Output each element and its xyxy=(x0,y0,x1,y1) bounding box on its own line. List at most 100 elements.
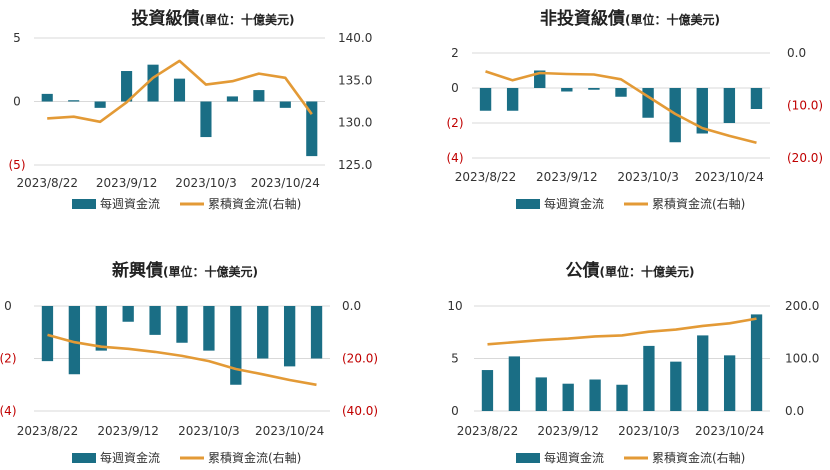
x-axis-tick-label: 2023/10/3 xyxy=(618,424,680,438)
left-axis-tick-label: 0 xyxy=(451,81,459,95)
legend-line-label: 累積資金流(右軸) xyxy=(208,196,301,211)
right-axis-tick-label: 100.0 xyxy=(785,352,819,366)
chart-title-government-bonds: 公債(單位：十億美元) xyxy=(566,260,695,281)
weekly-flow-bar xyxy=(257,306,269,359)
weekly-flow-bar xyxy=(481,370,494,411)
left-axis-tick-label: 0 xyxy=(451,404,459,418)
chart-title-main: 公債 xyxy=(566,260,600,281)
weekly-flow-bar xyxy=(750,314,763,411)
weekly-flow-bar xyxy=(94,101,106,108)
weekly-flow-bar xyxy=(279,101,291,108)
cumulative-flow-line xyxy=(47,333,317,387)
right-axis-tick-label: (20.0) xyxy=(342,352,378,366)
left-axis-tick-label: (2) xyxy=(447,116,464,130)
chart-title-emerging-markets: 新興債(單位：十億美元) xyxy=(112,260,258,281)
x-axis-tick-label: 2023/10/3 xyxy=(178,424,240,438)
weekly-flow-bar xyxy=(283,306,296,367)
weekly-flow-bar xyxy=(479,88,492,111)
weekly-flow-bar xyxy=(508,356,521,411)
weekly-flow-bar xyxy=(723,88,736,123)
weekly-flow-bar xyxy=(122,306,134,322)
left-axis-tick-label: 0 xyxy=(4,299,12,313)
left-axis-tick-label: 2 xyxy=(451,46,459,60)
weekly-flow-bar xyxy=(670,361,682,411)
weekly-flow-bar xyxy=(253,90,265,102)
weekly-flow-bar xyxy=(589,379,601,411)
x-axis-tick-label: 2023/8/22 xyxy=(455,170,517,184)
right-axis-tick-label: 0.0 xyxy=(785,404,804,418)
right-axis-tick-label: (10.0) xyxy=(787,99,823,113)
weekly-flow-bar xyxy=(643,345,655,411)
weekly-flow-bar xyxy=(750,88,763,109)
weekly-flow-bar xyxy=(121,71,133,102)
chart-title-high-yield: 非投資級債(單位：十億美元) xyxy=(540,8,720,29)
weekly-flow-bar xyxy=(561,88,573,92)
plot-area-investment-grade: 5 0 (5) 140.0 135.0 130.0 125.0 2023/8/22 2023/9… xyxy=(9,31,373,190)
x-axis-tick-label: 2023/10/24 xyxy=(251,176,320,190)
cumulative-flow-line xyxy=(47,59,313,124)
chart-title-unit: (單位：十億美元) xyxy=(600,264,695,279)
weekly-flow-bar xyxy=(230,306,242,385)
chart-panel-investment-grade: 投資級債(單位：十億美元) 5 0 (5) 140.0 135.0 130.0 125.0 2… xyxy=(9,8,373,211)
right-axis-tick-label: 130.0 xyxy=(338,116,372,130)
chart-title-main: 新興債 xyxy=(112,260,163,281)
x-axis-tick-label: 2023/9/12 xyxy=(536,170,598,184)
x-axis-tick-label: 2023/8/22 xyxy=(457,424,519,438)
weekly-flow-bar xyxy=(41,306,54,362)
weekly-flow-bar xyxy=(534,70,546,88)
weekly-flow-bar xyxy=(588,88,600,90)
cumulative-flow-line xyxy=(487,317,757,346)
x-axis-tick-label: 2023/10/24 xyxy=(255,424,324,438)
weekly-flow-bar xyxy=(310,306,323,359)
chart-title-main: 投資級債 xyxy=(132,8,200,29)
chart-title-unit: (單位：十億美元) xyxy=(625,12,720,27)
weekly-flow-bar xyxy=(697,335,709,411)
weekly-flow-bar xyxy=(200,101,212,138)
left-axis-tick-label: (4) xyxy=(0,404,17,418)
chart-panel-high-yield: 非投資級債(單位：十億美元) 2 0 (2) (4) 0.0 (10.0) (20.0) 20… xyxy=(447,8,824,211)
legend-bar-label: 每週資金流 xyxy=(100,196,160,211)
plot-area-high-yield: 2 0 (2) (4) 0.0 (10.0) (20.0) 2023/8/22 2023/9/1… xyxy=(447,46,824,184)
x-axis-tick-label: 2023/8/22 xyxy=(17,424,79,438)
left-axis-tick-label: 5 xyxy=(13,31,21,45)
chart-panel-government-bonds: 公債(單位：十億美元) 10 5 0 200.0 100.0 0.0 2023/8/22 20… xyxy=(447,260,819,465)
x-axis-tick-label: 2023/10/24 xyxy=(695,170,764,184)
weekly-flow-bar xyxy=(226,96,238,102)
x-axis-tick-label: 2023/9/12 xyxy=(537,424,599,438)
right-axis-tick-label: (20.0) xyxy=(787,151,823,165)
legend-emerging-markets: 每週資金流 累積資金流(右軸) xyxy=(72,450,301,465)
left-axis-tick-label: (2) xyxy=(0,352,17,366)
left-axis-tick-label: 5 xyxy=(451,352,459,366)
legend-high-yield: 每週資金流 累積資金流(右軸) xyxy=(516,196,745,211)
weekly-flow-bar xyxy=(173,78,186,102)
left-axis-tick-label: 0 xyxy=(13,95,21,109)
x-axis-tick-label: 2023/9/12 xyxy=(97,424,159,438)
right-axis-tick-label: 140.0 xyxy=(338,31,372,45)
weekly-flow-bar xyxy=(642,88,654,118)
legend-line-label: 累積資金流(右軸) xyxy=(208,450,301,465)
x-axis-tick-label: 2023/8/22 xyxy=(16,176,78,190)
legend-bar-swatch xyxy=(516,453,540,463)
chart-title-unit: (單位：十億美元) xyxy=(200,12,295,27)
weekly-flow-bar xyxy=(41,93,53,102)
right-axis-tick-label: 0.0 xyxy=(342,299,361,313)
chart-title-investment-grade: 投資級債(單位：十億美元) xyxy=(132,8,295,29)
plot-area-emerging-markets: 0 (2) (4) 0.0 (20.0) (40.0) 2023/8/22 2023/9/12… xyxy=(0,299,378,438)
legend-bar-swatch xyxy=(72,199,96,209)
chart-title-unit: (單位：十億美元) xyxy=(163,264,258,279)
chart-panel-emerging-markets: 新興債(單位：十億美元) 0 (2) (4) 0.0 (20.0) (40.0) 2023/… xyxy=(0,260,378,465)
legend-line-label: 累積資金流(右軸) xyxy=(652,196,745,211)
x-axis-tick-label: 2023/9/12 xyxy=(96,176,158,190)
legend-bar-swatch xyxy=(72,453,96,463)
plot-area-government-bonds: 10 5 0 200.0 100.0 0.0 2023/8/22 2023/9/12 2023/… xyxy=(447,299,819,438)
weekly-flow-bar xyxy=(306,101,318,157)
weekly-flow-bar xyxy=(176,306,188,343)
weekly-flow-bar xyxy=(95,306,107,351)
weekly-flow-bar xyxy=(147,64,159,102)
cumulative-flow-line xyxy=(485,70,757,145)
right-axis-tick-label: (40.0) xyxy=(342,404,378,418)
x-axis-tick-label: 2023/10/24 xyxy=(695,424,764,438)
weekly-flow-bar xyxy=(535,377,547,411)
right-axis-tick-label: 135.0 xyxy=(338,73,372,87)
weekly-flow-bar xyxy=(203,306,215,351)
